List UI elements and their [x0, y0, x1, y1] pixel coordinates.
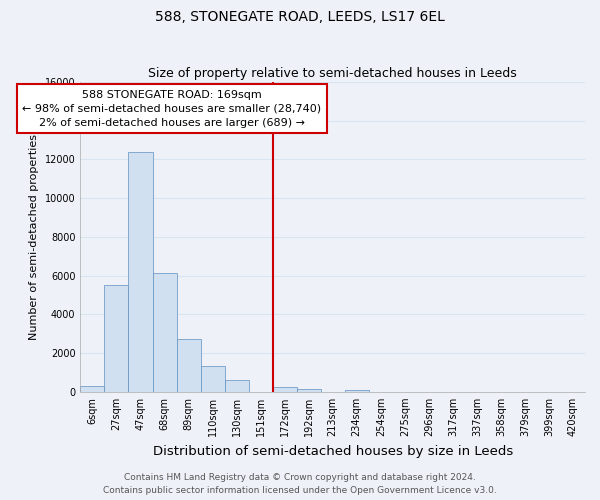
Bar	[104, 286, 128, 392]
Y-axis label: Number of semi-detached properties: Number of semi-detached properties	[29, 134, 39, 340]
Bar	[152, 272, 176, 392]
Bar	[128, 152, 152, 392]
Bar	[200, 366, 224, 392]
Bar	[296, 390, 320, 392]
Text: 588 STONEGATE ROAD: 169sqm
← 98% of semi-detached houses are smaller (28,740)
2%: 588 STONEGATE ROAD: 169sqm ← 98% of semi…	[22, 90, 321, 128]
Bar	[345, 390, 369, 392]
Bar	[80, 386, 104, 392]
Bar	[224, 380, 248, 392]
X-axis label: Distribution of semi-detached houses by size in Leeds: Distribution of semi-detached houses by …	[152, 444, 513, 458]
Bar	[176, 338, 200, 392]
Title: Size of property relative to semi-detached houses in Leeds: Size of property relative to semi-detach…	[148, 66, 517, 80]
Text: Contains HM Land Registry data © Crown copyright and database right 2024.
Contai: Contains HM Land Registry data © Crown c…	[103, 474, 497, 495]
Text: 588, STONEGATE ROAD, LEEDS, LS17 6EL: 588, STONEGATE ROAD, LEEDS, LS17 6EL	[155, 10, 445, 24]
Bar	[272, 387, 296, 392]
